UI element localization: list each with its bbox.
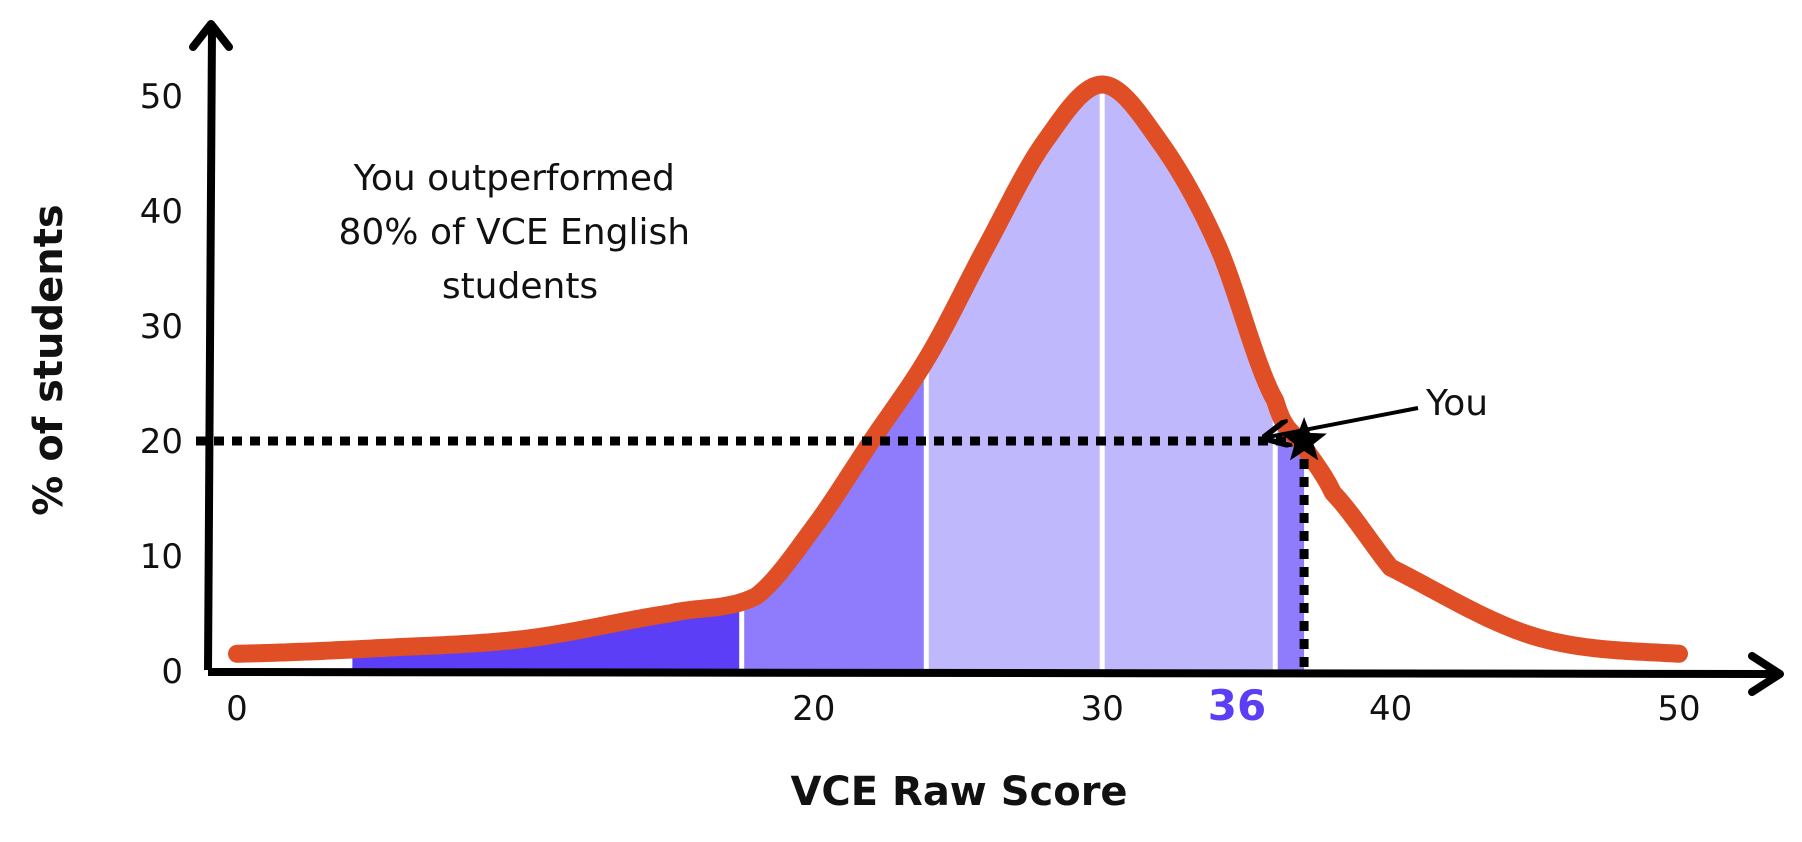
x-axis-title: VCE Raw Score bbox=[790, 769, 1127, 815]
annotation-text: You outperformed 80% of VCE English stud… bbox=[339, 158, 702, 307]
y-tick-label-10: 10 bbox=[140, 537, 183, 577]
region-4 bbox=[1275, 400, 1305, 671]
x-tick-label-30: 30 bbox=[1081, 689, 1124, 729]
x-tick-label-0: 0 bbox=[226, 689, 248, 729]
you-marker bbox=[1268, 406, 1419, 461]
guide-lines bbox=[196, 436, 1309, 671]
y-axis-arrowhead bbox=[189, 20, 233, 51]
y-axis-line bbox=[204, 27, 216, 671]
x-tick-label-40: 40 bbox=[1369, 689, 1412, 729]
tick-labels: 0 10 20 30 40 50 0 20 30 40 50 bbox=[140, 77, 1701, 729]
y-tick-label-30: 30 bbox=[140, 307, 183, 347]
highlight-x-tick-label: 36 bbox=[1208, 681, 1266, 730]
y-tick-label-50: 50 bbox=[140, 77, 183, 117]
x-axis-line bbox=[207, 668, 1776, 678]
x-axis-arrowhead bbox=[1748, 652, 1784, 696]
y-tick-label-40: 40 bbox=[140, 192, 183, 232]
x-tick-label-20: 20 bbox=[792, 689, 835, 729]
annotation-line-2: 80% of VCE English bbox=[339, 212, 691, 253]
you-arrow bbox=[1268, 406, 1419, 437]
annotation-line-3: students bbox=[442, 266, 598, 307]
y-axis-title: % of students bbox=[26, 204, 72, 515]
y-tick-label-0: 0 bbox=[161, 652, 183, 692]
you-label: You bbox=[1425, 383, 1488, 424]
star-marker bbox=[1281, 417, 1327, 461]
y-tick-label-20: 20 bbox=[140, 422, 183, 462]
annotation-line-1: You outperformed bbox=[353, 158, 675, 199]
x-tick-label-50: 50 bbox=[1657, 689, 1700, 729]
axes bbox=[189, 20, 1784, 696]
distribution-curve bbox=[228, 75, 1688, 663]
